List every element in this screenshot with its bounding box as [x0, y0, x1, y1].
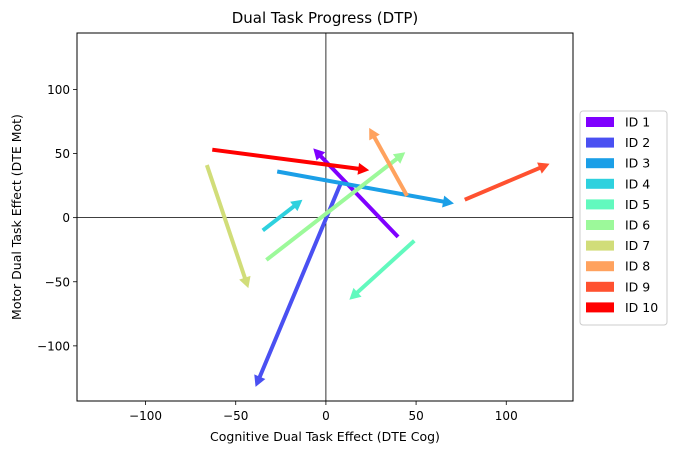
x-axis: −100 −50 0 50 100	[129, 401, 518, 423]
legend-label: ID 8	[625, 259, 650, 274]
legend: ID 1 ID 2 ID 3 ID 4 ID 5 ID 6 ID 7 ID 8 ID 9 ID 1…	[579, 110, 668, 326]
y-tick-label: 50	[55, 147, 70, 161]
y-tick-label: 100	[47, 83, 70, 97]
x-tick-label: 0	[322, 409, 330, 423]
y-tick-label: −100	[37, 339, 70, 353]
arrow-id-2	[254, 183, 343, 387]
arrow-id-7	[204, 164, 251, 289]
legend-label: ID 1	[625, 115, 650, 130]
legend-label: ID 5	[625, 197, 650, 212]
arrow-id-3	[276, 169, 454, 208]
legend-swatch	[586, 281, 614, 292]
arrow-id-5	[349, 239, 416, 300]
plot-area	[76, 32, 574, 402]
arrows-layer	[204, 127, 550, 387]
x-tick-label: 100	[495, 409, 518, 423]
legend-label: ID 10	[625, 300, 658, 315]
x-tick-label: −50	[223, 409, 248, 423]
legend-swatch	[586, 117, 614, 127]
legend-swatch	[586, 302, 614, 313]
y-tick-label: −50	[45, 275, 70, 289]
legend-label: ID 4	[625, 176, 650, 191]
x-tick-label: 50	[408, 409, 423, 423]
arrow-id-10	[212, 147, 370, 175]
legend-label: ID 2	[625, 135, 650, 150]
legend-label: ID 3	[625, 156, 650, 171]
arrow-id-4	[261, 199, 303, 233]
chart-title: Dual Task Progress (DTP)	[232, 9, 419, 27]
x-axis-label: Cognitive Dual Task Effect (DTE Cog)	[210, 429, 440, 444]
arrow-id-8	[369, 127, 409, 197]
y-axis: −100 −50 0 50 100	[37, 83, 77, 353]
legend-swatch	[586, 220, 614, 230]
legend-swatch	[586, 240, 614, 251]
y-tick-label: 0	[62, 211, 70, 225]
arrow-id-6	[265, 152, 406, 262]
legend-label: ID 6	[625, 218, 650, 233]
legend-swatch	[586, 137, 614, 148]
legend-label: ID 7	[625, 238, 650, 253]
arrow-id-9	[464, 162, 550, 202]
arrow-id-1	[313, 148, 400, 239]
legend-swatch	[586, 199, 614, 210]
x-tick-label: −100	[129, 409, 162, 423]
y-axis-label: Motor Dual Task Effect (DTE Mot)	[9, 114, 24, 320]
legend-swatch	[586, 261, 614, 272]
legend-label: ID 9	[625, 279, 650, 294]
legend-swatch	[586, 178, 614, 189]
plot-border	[76, 32, 574, 402]
legend-swatch	[586, 158, 614, 169]
